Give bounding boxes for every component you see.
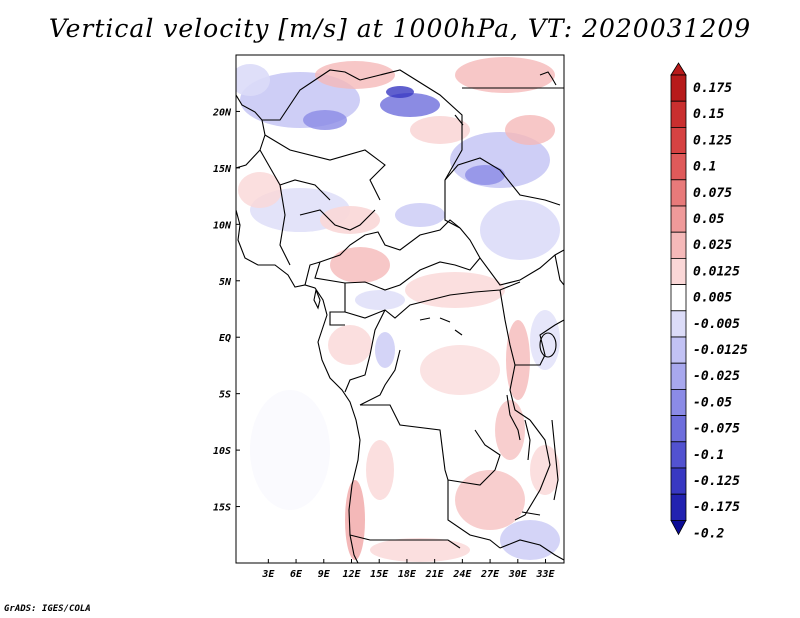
y-tick-label: 5S [219,390,231,401]
colorbar-swatch [670,100,687,128]
y-tick-label: 10S [213,446,231,457]
y-tick-label: 20N [212,107,232,118]
x-tick-label: 33E [535,569,555,580]
grads-credit: GrADS: IGES/COLA [4,604,91,614]
colorbar-label: 0.175 [693,81,732,96]
y-tick-label: EQ [219,333,231,344]
colorbar-bottom-arrow [670,520,687,536]
colorbar-label: 0.0125 [693,264,740,279]
colorbar-swatch [670,179,687,207]
colorbar-swatch [670,441,687,469]
colorbar-swatch [670,231,687,259]
x-tick-label: 27E [480,569,500,580]
colorbar-swatch [670,205,687,233]
coastlines-and-borders [236,69,564,563]
map-frame [235,54,565,564]
colorbar-label: -0.025 [693,369,740,384]
colorbar-swatch [670,74,687,102]
colorbar-swatch [670,127,687,155]
colorbar-label: 0.1 [693,160,716,175]
colorbar-label: -0.2 [693,526,724,541]
x-tick-label: 15E [370,569,389,580]
colorbar-swatch [670,284,687,312]
colorbar-label: 0.005 [693,291,732,306]
x-tick-label: 24E [452,569,472,580]
colorbar-label: 0.05 [693,212,724,227]
velocity-field-shading [236,57,560,562]
colorbar-swatch [670,336,687,364]
colorbar-label: -0.005 [693,317,740,332]
colorbar-label: 0.125 [693,133,732,148]
x-tick-label: 18E [398,569,417,580]
x-tick-label: 30E [508,569,528,580]
x-tick-label: 12E [342,569,361,580]
colorbar-swatch [670,388,687,416]
x-tick-label: 21E [425,569,445,580]
colorbar-label: -0.1 [693,448,724,463]
map-axes: 3E 6E 9E 12E 15E 18E 21E 24E 27E 30E 33E 20N 15N 10N 5… [212,107,556,580]
y-tick-label: 5N [219,277,232,288]
colorbar-swatch [670,362,687,390]
colorbar: 0.175 0.15 0.125 0.1 0.075 0.05 0.025 0.0125 0.0… [670,62,748,541]
colorbar-label: -0.0125 [693,343,748,358]
y-tick-label: 15N [213,164,232,175]
x-tick-label: 6E [290,569,303,580]
x-tick-label: 3E [261,569,275,580]
x-tick-label: 9E [318,569,331,580]
colorbar-swatch [670,415,687,443]
colorbar-swatch [670,153,687,181]
map-title: Vertical velocity [m/s] at 1000hPa, VT: … [48,14,752,43]
colorbar-swatch [670,257,687,285]
colorbar-top-arrow [670,62,687,76]
colorbar-swatch [670,467,687,495]
colorbar-label: -0.125 [693,474,740,489]
colorbar-label: -0.05 [693,395,732,410]
colorbar-label: -0.075 [693,422,740,437]
colorbar-label: -0.175 [693,500,740,515]
y-tick-label: 15S [213,503,231,514]
colorbar-label: 0.025 [693,238,732,253]
colorbar-label: 0.15 [693,107,724,122]
colorbar-swatch [670,493,687,521]
colorbar-swatch [670,310,687,338]
colorbar-label: 0.075 [693,186,732,201]
y-tick-label: 10N [213,220,232,231]
